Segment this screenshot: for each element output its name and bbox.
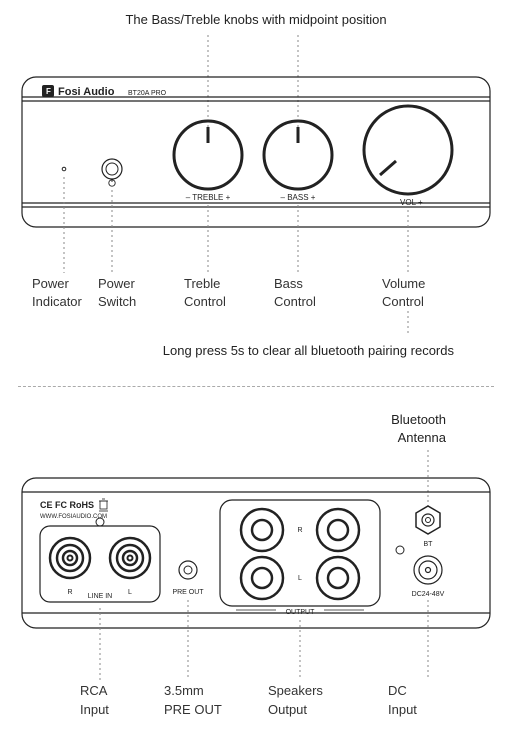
brand-badge: F Fosi Audio BT20A PRO — [42, 85, 167, 98]
svg-text:– TREBLE +: – TREBLE + — [186, 193, 231, 202]
dc-input-jack: DC24-48V — [412, 556, 445, 598]
svg-text:R: R — [297, 527, 302, 534]
volume-knob: – VOL + — [364, 106, 452, 207]
svg-text:R: R — [67, 589, 72, 596]
svg-text:BT20A PRO: BT20A PRO — [128, 90, 167, 97]
pre-out-jack: PRE OUT — [172, 561, 204, 596]
rear-top-label: Bluetooth Antenna — [18, 411, 494, 446]
treble-knob: – TREBLE + — [174, 121, 242, 202]
power-indicator-led — [62, 167, 66, 171]
speaker-output-block: R L OUTPUT — [220, 500, 380, 616]
svg-text:– BASS +: – BASS + — [281, 193, 316, 202]
certifications: CE FC RoHS WWW.FOSIAUDIO.COM — [40, 499, 108, 520]
svg-text:LINE IN: LINE IN — [88, 593, 113, 600]
rear-labels: RCA Input 3.5mm PRE OUT Speakers Output … — [18, 682, 494, 718]
bass-knob: – BASS + — [264, 121, 332, 202]
front-panel-diagram: F Fosi Audio BT20A PRO – TREBLE + — [18, 35, 494, 275]
svg-text:BT: BT — [424, 541, 434, 548]
bt-antenna-connector: BT — [416, 506, 440, 548]
front-bottom-note: Long press 5s to clear all bluetooth pai… — [18, 343, 494, 358]
svg-text:CE FC RoHS: CE FC RoHS — [40, 500, 94, 510]
power-switch — [102, 159, 122, 186]
svg-text:– VOL +: – VOL + — [393, 198, 423, 207]
section-divider — [18, 386, 494, 387]
svg-text:PRE OUT: PRE OUT — [172, 589, 204, 596]
rear-panel-diagram: CE FC RoHS WWW.FOSIAUDIO.COM — [18, 450, 494, 682]
front-top-note: The Bass/Treble knobs with midpoint posi… — [18, 0, 494, 27]
svg-text:F: F — [46, 87, 51, 96]
svg-text:L: L — [298, 575, 302, 582]
front-labels: Power Indicator Power Switch Treble Cont… — [18, 275, 494, 311]
svg-text:OUTPUT: OUTPUT — [286, 609, 316, 616]
svg-text:Fosi Audio: Fosi Audio — [58, 86, 115, 98]
svg-text:DC24-48V: DC24-48V — [412, 591, 445, 598]
svg-text:L: L — [128, 589, 132, 596]
line-in-block: R L LINE IN — [40, 518, 160, 602]
